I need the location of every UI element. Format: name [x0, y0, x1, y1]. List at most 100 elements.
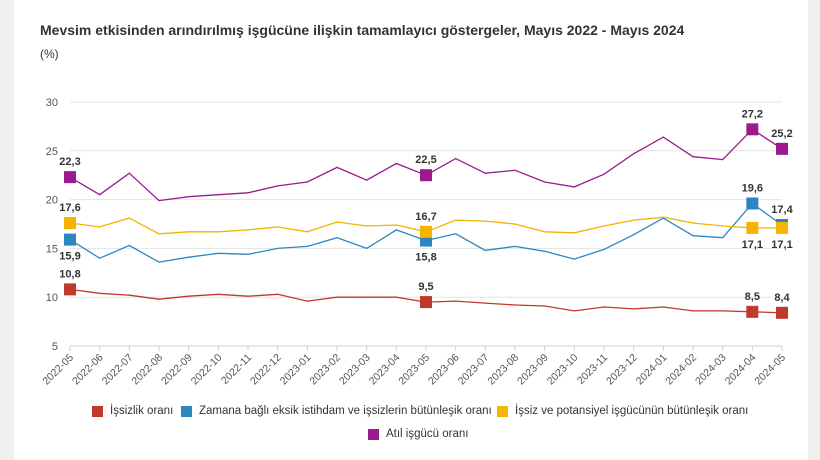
data-label: 19,6 — [742, 183, 763, 195]
legend-swatch-icon — [497, 405, 508, 417]
data-point — [395, 223, 398, 226]
data-point-marker — [776, 306, 788, 319]
data-point — [603, 305, 605, 308]
data-point-marker — [420, 296, 432, 309]
data-point-marker — [420, 225, 432, 238]
data-label: 8,5 — [745, 291, 760, 303]
data-point — [306, 245, 309, 248]
data-point-marker — [746, 123, 759, 136]
data-point — [365, 224, 368, 227]
data-point — [692, 234, 694, 237]
x-tick-label: 2024-01 — [634, 352, 670, 388]
data-point — [573, 185, 576, 188]
y-tick-label: 15 — [46, 243, 58, 255]
data-point — [454, 232, 457, 235]
data-point — [276, 247, 279, 250]
left-edge-decoration — [0, 0, 14, 460]
chart-unit-label: (%) — [40, 47, 59, 61]
data-point — [128, 172, 131, 175]
data-point — [454, 300, 457, 303]
y-tick-label: 25 — [46, 146, 58, 158]
x-tick-label: 2023-09 — [515, 352, 551, 388]
legend-label: Atıl işgücü oranı — [386, 428, 469, 440]
data-labels: 10,8 9,5 8,5 8,4 15,9 15,8 19,6 17,4 17,6 16,7 17,… — [59, 108, 793, 303]
x-tick-label: 2023-12 — [604, 352, 640, 388]
data-point — [306, 181, 309, 184]
data-label: 17,1 — [742, 239, 763, 251]
data-point — [336, 221, 338, 224]
x-tick-label: 2024-02 — [663, 352, 699, 388]
y-axis: 5 10 15 20 25 30 — [46, 97, 58, 353]
y-tick-label: 30 — [46, 97, 58, 109]
data-label: 17,1 — [771, 239, 792, 251]
data-point — [158, 232, 160, 235]
x-tick-label: 2023-02 — [307, 352, 343, 388]
data-label: 16,7 — [415, 211, 436, 223]
grid-lines — [70, 101, 782, 347]
data-label: 15,9 — [59, 251, 80, 263]
data-point — [395, 228, 398, 231]
data-point — [692, 222, 694, 225]
data-point — [514, 245, 516, 248]
x-axis: 2022-052022-062022-072022-082022-092022-… — [40, 345, 788, 388]
data-point — [98, 193, 101, 196]
data-point — [662, 305, 665, 308]
data-point — [543, 181, 546, 184]
legend-swatch-icon — [368, 428, 379, 440]
data-point — [158, 261, 160, 264]
data-point-marker — [64, 233, 76, 246]
data-label: 17,6 — [59, 202, 80, 214]
data-point-marker — [746, 221, 759, 234]
chart-title: Mevsim etkisinden arındırılmış işgücüne … — [40, 22, 685, 38]
legend-label: Zamana bağlı eksik istihdam ve işsizleri… — [199, 405, 492, 417]
data-label: 22,3 — [59, 156, 80, 168]
x-tick-label: 2022-08 — [129, 352, 165, 388]
legend-item-atil[interactable]: Atıl işgücü oranı — [368, 428, 468, 440]
data-point — [692, 155, 694, 158]
data-point — [98, 225, 101, 228]
data-point — [632, 152, 635, 155]
data-point — [306, 300, 309, 303]
legend-item-issizlik[interactable]: İşsizlik oranı — [92, 405, 173, 417]
legend-item-zamana-bagli[interactable]: Zamana bağlı eksik istihdam ve işsizleri… — [181, 405, 492, 417]
data-point — [514, 223, 516, 225]
data-point — [484, 302, 487, 305]
data-label: 8,4 — [774, 292, 790, 304]
data-point — [632, 219, 635, 222]
data-point — [217, 252, 220, 255]
data-point — [514, 304, 516, 307]
data-point — [276, 225, 279, 228]
data-point — [395, 296, 398, 299]
data-point — [543, 250, 546, 253]
data-point — [217, 293, 220, 296]
data-point — [573, 231, 576, 234]
data-point — [217, 193, 220, 196]
x-tick-label: 2023-10 — [545, 352, 581, 388]
data-point — [158, 199, 160, 202]
data-point — [721, 158, 724, 161]
series-layer — [64, 123, 788, 319]
data-point — [721, 224, 724, 227]
data-point — [365, 179, 368, 182]
data-point — [721, 236, 724, 239]
data-point — [454, 219, 457, 222]
y-tick-label: 5 — [52, 341, 58, 353]
data-point — [603, 248, 605, 251]
data-point-marker — [776, 221, 788, 234]
data-point-marker — [64, 171, 76, 184]
data-point — [336, 166, 338, 169]
data-label: 27,2 — [742, 108, 763, 120]
data-point — [514, 169, 516, 172]
legend-swatch-icon — [92, 405, 103, 417]
legend-label: İşsiz ve potansiyel işgücünün bütünleşik… — [515, 405, 749, 417]
legend-item-potansiyel[interactable]: İşsiz ve potansiyel işgücünün bütünleşik… — [497, 405, 748, 417]
data-label: 15,8 — [415, 252, 436, 264]
data-point — [247, 191, 249, 194]
x-tick-label: 2024-04 — [723, 352, 759, 388]
data-point — [128, 294, 131, 297]
x-tick-label: 2022-11 — [219, 352, 254, 387]
data-point — [395, 162, 398, 165]
x-tick-label: 2023-07 — [456, 352, 492, 388]
x-tick-label: 2022-07 — [100, 352, 136, 388]
data-point — [247, 228, 249, 231]
